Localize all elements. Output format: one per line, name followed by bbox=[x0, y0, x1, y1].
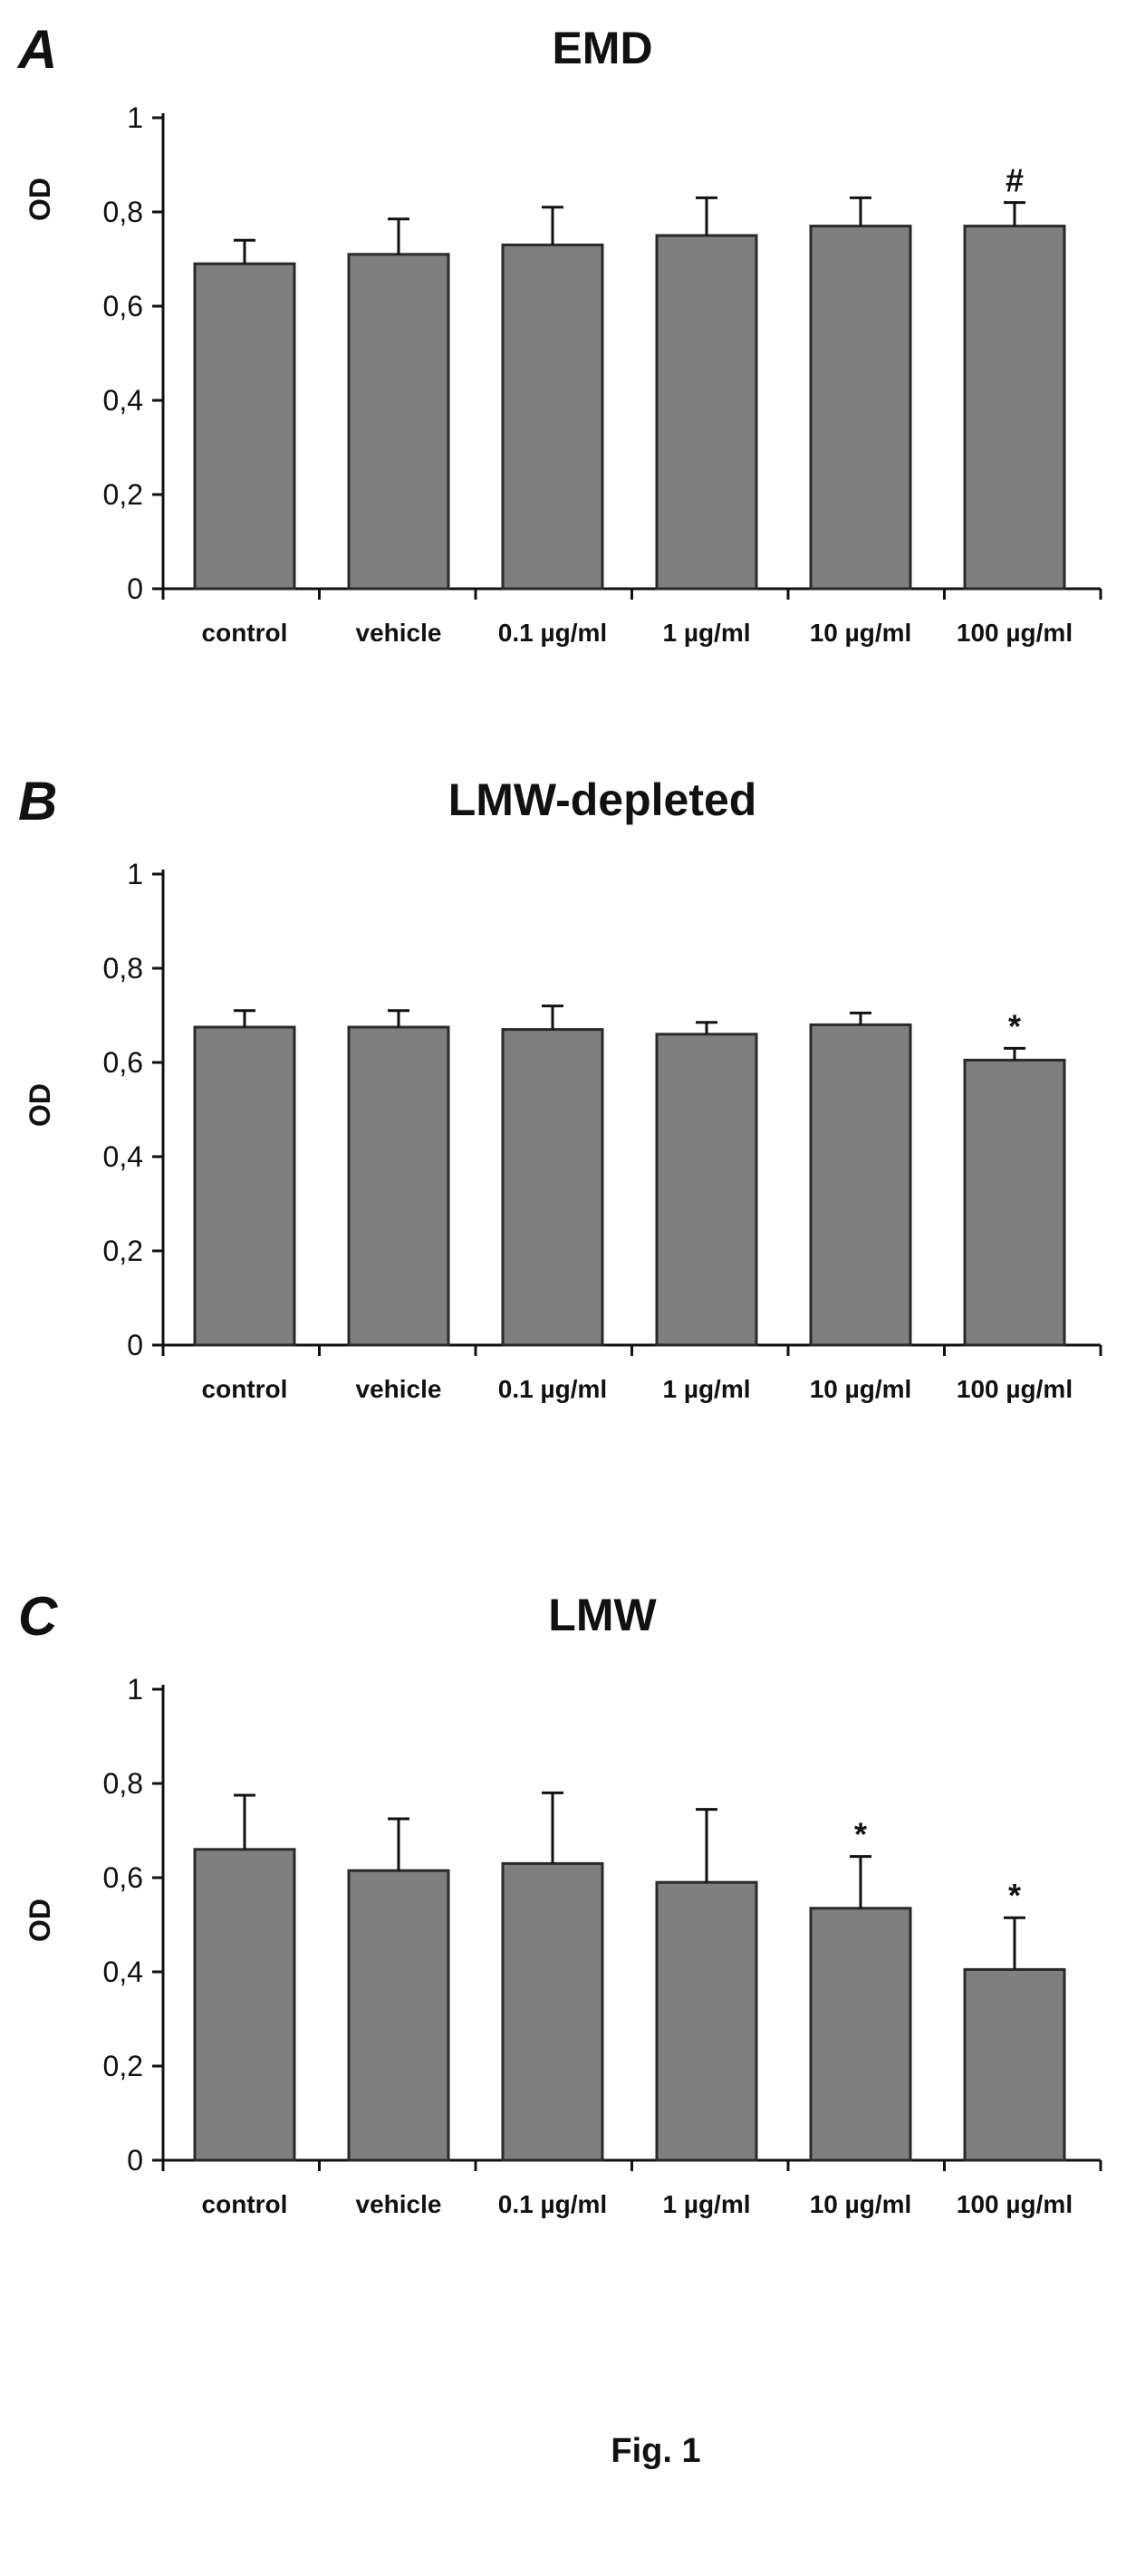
bar-1 bbox=[349, 1870, 448, 2160]
y-tick-label: 0,4 bbox=[103, 1956, 143, 1988]
y-axis-label: OD bbox=[24, 1898, 56, 1942]
y-tick-label: 0,6 bbox=[103, 1861, 143, 1894]
bar-2 bbox=[503, 1863, 602, 2160]
figure-canvas: A EMD OD 0 0,2 0,4 0,6 0,8 1 control vehicle 0.1 µg… bbox=[0, 0, 1126, 2576]
x-tick-label: control bbox=[202, 1375, 288, 1403]
bar-2 bbox=[503, 1030, 602, 1345]
y-tick-label: 0,8 bbox=[103, 196, 143, 228]
x-tick-label: control bbox=[202, 619, 288, 647]
y-axis-label: OD bbox=[24, 178, 56, 221]
y-tick-label: 0,4 bbox=[103, 1140, 143, 1173]
significance-marker: * bbox=[854, 1816, 867, 1853]
bar-4 bbox=[811, 1908, 910, 2160]
bar-5 bbox=[965, 1969, 1064, 2160]
y-axis-label: OD bbox=[24, 1083, 56, 1127]
bar-2 bbox=[503, 245, 602, 589]
x-tick-label: 1 µg/ml bbox=[662, 619, 750, 647]
y-tick-label: 0,2 bbox=[103, 1235, 143, 1267]
bar-0 bbox=[195, 1850, 294, 2160]
x-tick-label: 100 µg/ml bbox=[957, 1375, 1073, 1403]
bar-1 bbox=[349, 255, 448, 589]
significance-marker: # bbox=[1006, 162, 1024, 199]
charts-group: A EMD OD 0 0,2 0,4 0,6 0,8 1 control vehicle 0.1 µg… bbox=[16, 19, 1101, 2218]
x-tick-label: 100 µg/ml bbox=[957, 2190, 1073, 2218]
y-tick-label: 0 bbox=[127, 1329, 143, 1361]
chart-title: LMW-depleted bbox=[448, 774, 757, 825]
x-tick-label: 0.1 µg/ml bbox=[498, 619, 607, 647]
x-tick-label: control bbox=[202, 2190, 288, 2218]
chart-title: LMW bbox=[548, 1590, 657, 1640]
y-tick-label: 0,2 bbox=[103, 478, 143, 511]
bar-5 bbox=[965, 1060, 1064, 1345]
x-tick-label: 10 µg/ml bbox=[810, 2190, 912, 2218]
bar-0 bbox=[195, 264, 294, 589]
x-tick-label: 0.1 µg/ml bbox=[498, 1375, 607, 1403]
panel-label: A bbox=[16, 19, 57, 80]
x-tick-label: 1 µg/ml bbox=[662, 1375, 750, 1403]
bar-4 bbox=[811, 1024, 910, 1345]
y-tick-label: 0,8 bbox=[103, 1767, 143, 1800]
y-tick-label: 0 bbox=[127, 572, 143, 605]
chart-panel-c: C LMW OD 0 0,2 0,4 0,6 0,8 1 control vehicle 0.1 µg… bbox=[18, 1586, 1101, 2218]
chart-panel-a: A EMD OD 0 0,2 0,4 0,6 0,8 1 control vehicle 0.1 µg… bbox=[16, 19, 1101, 647]
y-tick-label: 0,2 bbox=[103, 2050, 143, 2082]
bar-3 bbox=[657, 235, 756, 589]
bar-1 bbox=[349, 1027, 448, 1345]
y-tick-label: 0,4 bbox=[103, 384, 143, 417]
significance-marker: * bbox=[1008, 1877, 1021, 1914]
x-tick-label: 10 µg/ml bbox=[810, 1375, 912, 1403]
bar-0 bbox=[195, 1027, 294, 1345]
panel-label: B bbox=[18, 771, 57, 831]
y-tick-label: 1 bbox=[127, 1673, 143, 1706]
y-tick-label: 0,6 bbox=[103, 1046, 143, 1079]
x-tick-label: 100 µg/ml bbox=[957, 619, 1073, 647]
chart-title: EMD bbox=[552, 23, 652, 73]
x-tick-label: vehicle bbox=[356, 619, 442, 647]
x-tick-label: vehicle bbox=[356, 1375, 442, 1403]
panel-label: C bbox=[18, 1586, 59, 1647]
figure-caption: Fig. 1 bbox=[611, 2432, 700, 2470]
x-tick-label: 1 µg/ml bbox=[662, 2190, 750, 2218]
bar-3 bbox=[657, 1882, 756, 2160]
y-tick-label: 1 bbox=[127, 858, 143, 890]
y-tick-label: 1 bbox=[127, 101, 143, 134]
x-tick-label: vehicle bbox=[356, 2190, 442, 2218]
x-tick-label: 0.1 µg/ml bbox=[498, 2190, 607, 2218]
y-tick-label: 0 bbox=[127, 2144, 143, 2177]
bar-5 bbox=[965, 226, 1064, 589]
significance-marker: * bbox=[1008, 1007, 1021, 1044]
chart-panel-b: B LMW-depleted OD 0 0,2 0,4 0,6 0,8 1 control vehi… bbox=[18, 771, 1101, 1403]
y-tick-label: 0,8 bbox=[103, 952, 143, 985]
bar-3 bbox=[657, 1034, 756, 1345]
y-tick-label: 0,6 bbox=[103, 290, 143, 322]
bar-4 bbox=[811, 226, 910, 589]
x-tick-label: 10 µg/ml bbox=[810, 619, 912, 647]
